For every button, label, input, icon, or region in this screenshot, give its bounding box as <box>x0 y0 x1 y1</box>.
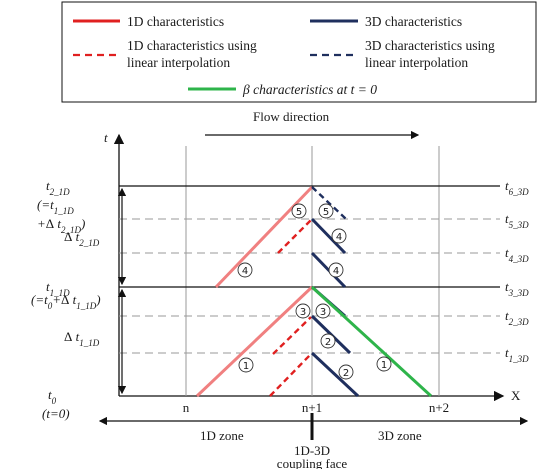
circled-1-left: 1 <box>238 357 254 373</box>
char-1d-solid-upper <box>214 185 314 289</box>
circled-4-left: 4 <box>237 262 253 278</box>
circled-2-upper: 2 <box>320 333 336 349</box>
svg-text:3: 3 <box>320 307 326 318</box>
svg-text:4: 4 <box>333 266 339 277</box>
node-n1: n+1 <box>302 400 322 415</box>
label-t2-1d: t2_1D <box>46 178 70 197</box>
legend: 1D characteristics 3D characteristics 1D… <box>61 1 537 103</box>
circled-5-right: 5 <box>318 203 334 219</box>
legend-beta-characteristics: β characteristics at t = 0 <box>242 82 377 97</box>
x-axis-label: X <box>511 388 521 403</box>
right-annotations: t6_3D t5_3D t4_3D t3_3D t2_3D t1_3D <box>505 178 529 364</box>
char-3d-solid-4 <box>310 251 347 289</box>
svg-text:2: 2 <box>343 368 349 379</box>
node-n: n <box>183 400 190 415</box>
svg-text:3: 3 <box>300 307 306 318</box>
zone-3d-label: 3D zone <box>378 428 422 443</box>
legend-3d-characteristics: 3D characteristics <box>365 14 462 29</box>
char-3d-solid-5 <box>310 217 347 255</box>
char-1d-dashed-2 <box>272 316 312 355</box>
svg-text:1: 1 <box>381 360 387 371</box>
characteristics <box>195 185 433 398</box>
node-n2: n+2 <box>429 400 449 415</box>
label-dt1: Δ t1_1D <box>64 329 100 348</box>
left-annotations: t2_1D (=t1_1D +Δ t2_1D) Δ t2_1D t1_1D (=… <box>31 178 127 421</box>
circled-numbers: 1 1 2 2 3 3 4 4 <box>237 203 392 380</box>
legend-3d-interp-line2: linear interpolation <box>365 55 468 70</box>
t-axis-label: t <box>104 130 108 145</box>
char-beta-green <box>310 285 433 398</box>
svg-text:5: 5 <box>323 207 329 218</box>
label-t3-3d: t3_3D <box>505 279 529 298</box>
zone-1d-label: 1D zone <box>200 428 244 443</box>
char-1d-dashed-3 <box>277 219 312 254</box>
label-t0: t0 <box>48 387 57 406</box>
time-lines <box>119 185 500 354</box>
circled-3-left: 3 <box>295 303 311 319</box>
coupling-label-line2: coupling face <box>277 456 348 469</box>
label-t0-eq: (t=0) <box>42 406 70 421</box>
circled-5-left: 5 <box>291 203 307 219</box>
node-gridlines <box>185 146 440 396</box>
label-dt2: Δ t2_1D <box>64 229 100 248</box>
svg-text:4: 4 <box>336 232 342 243</box>
label-t6-3d: t6_3D <box>505 178 529 197</box>
circled-2-lower: 2 <box>338 364 354 380</box>
flow-direction-label: Flow direction <box>253 109 330 124</box>
label-t2-3d: t2_3D <box>505 308 529 327</box>
label-t5-3d: t5_3D <box>505 211 529 230</box>
char-1d-solid-lower <box>195 285 314 398</box>
char-1d-dashed-1 <box>269 353 312 397</box>
label-t1-3d: t1_3D <box>505 345 529 364</box>
legend-3d-interp-line1: 3D characteristics using <box>365 38 495 53</box>
node-labels: n n+1 n+2 <box>183 400 449 415</box>
label-t4-3d: t4_3D <box>505 245 529 264</box>
svg-text:2: 2 <box>325 337 331 348</box>
circled-3-right: 3 <box>315 303 331 319</box>
circled-1-right: 1 <box>376 356 392 372</box>
circled-4-upper: 4 <box>331 228 347 244</box>
legend-1d-interp-line1: 1D characteristics using <box>127 38 257 53</box>
char-3d-dashed <box>311 186 347 220</box>
legend-1d-interp-line2: linear interpolation <box>127 55 230 70</box>
svg-text:1: 1 <box>243 361 249 372</box>
label-t1-eq: (=t0+Δ t1_1D) <box>31 292 101 311</box>
char-3d-solid-1 <box>310 351 360 398</box>
zone-bar: 1D zone 3D zone 1D-3D coupling face <box>98 413 529 469</box>
legend-frame <box>61 1 537 103</box>
legend-1d-characteristics: 1D characteristics <box>127 14 224 29</box>
label-t2-eq-line1: (=t1_1D <box>37 197 74 216</box>
circled-4-lower: 4 <box>328 262 344 278</box>
svg-text:4: 4 <box>242 266 248 277</box>
coupling-label-line1: 1D-3D <box>294 443 330 458</box>
svg-text:5: 5 <box>296 207 302 218</box>
